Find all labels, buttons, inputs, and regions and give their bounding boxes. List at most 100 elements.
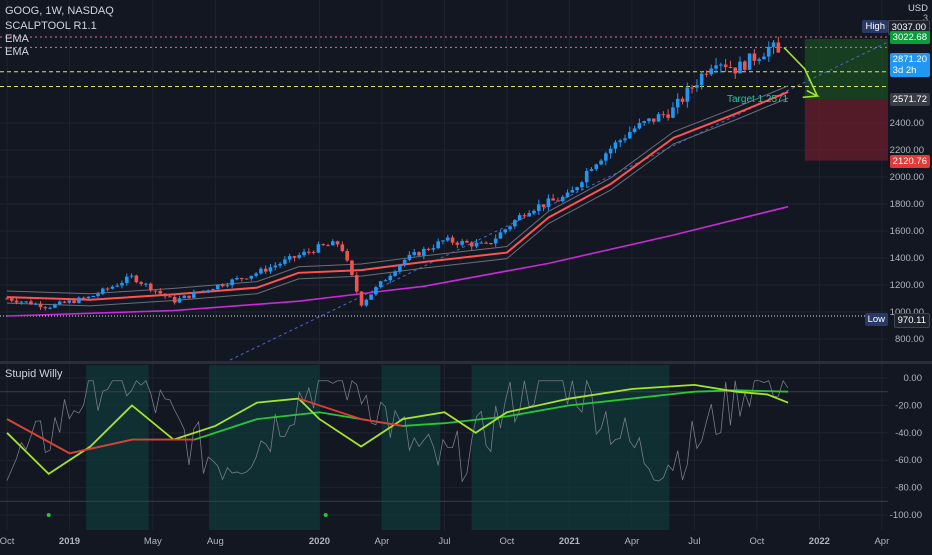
candle-body: [551, 198, 555, 201]
candle-body: [263, 268, 268, 272]
current-price-tag: 2871.20 3d 2h: [889, 53, 930, 77]
candle-body: [38, 303, 43, 308]
candle-body: [393, 271, 397, 276]
candle-body: [239, 278, 244, 280]
ema-band-upper: [6, 85, 789, 295]
candle-body: [374, 287, 378, 295]
stop-loss-zone: [804, 99, 888, 161]
candle-body: [172, 296, 177, 303]
candle-body: [628, 131, 632, 139]
candle-body: [666, 114, 670, 118]
indicator-ema-label-2[interactable]: EMA: [5, 46, 29, 58]
candle-body: [278, 263, 282, 266]
price-axis-tick: 1400.00: [890, 253, 924, 264]
candle-body: [158, 290, 163, 294]
candle-body: [81, 297, 86, 299]
candle-body: [474, 242, 479, 247]
candle-body: [230, 279, 234, 286]
candle-body: [747, 53, 752, 70]
candle-body: [182, 295, 187, 299]
candle-body: [215, 284, 220, 290]
candle-body: [19, 301, 24, 303]
time-axis-tick: Oct: [500, 536, 515, 547]
candle-body: [335, 241, 340, 245]
indicator-scalptool-label[interactable]: SCALPTOOL R1.1: [5, 20, 97, 32]
time-axis-tick: Apr: [375, 536, 390, 547]
time-axis-tick: Apr: [625, 536, 640, 547]
low-value-tag: 970.11: [893, 313, 930, 328]
price-axis-tick: 1000.00: [890, 307, 924, 318]
candle-body: [273, 265, 278, 268]
candle-body: [383, 280, 388, 282]
candle-body: [153, 290, 158, 292]
candle-body: [560, 196, 565, 202]
candle-body: [259, 268, 263, 274]
candle-body: [14, 300, 19, 303]
candle-body: [738, 61, 742, 74]
candle-body: [623, 138, 627, 141]
candle-body: [412, 252, 417, 255]
candle-body: [575, 187, 579, 191]
candle-body: [283, 259, 287, 264]
time-axis-tick: Apr: [874, 536, 889, 547]
candle-body: [695, 84, 699, 88]
candle-body: [532, 210, 536, 214]
candle-body: [354, 275, 359, 292]
candle-body: [33, 303, 38, 305]
candle-body: [321, 244, 325, 246]
osc-axis-tick: 0.00: [904, 373, 923, 384]
candle-body: [637, 122, 642, 129]
indicator-ema-label-1[interactable]: EMA: [5, 33, 29, 45]
candle-body: [489, 243, 493, 245]
candle-body: [441, 240, 445, 242]
candle-body: [48, 307, 52, 309]
time-axis-tick: 2020: [309, 536, 330, 547]
candle-body: [771, 42, 776, 47]
trendline: [229, 41, 889, 361]
candle-body: [460, 240, 464, 245]
currency-label[interactable]: USD: [907, 3, 928, 14]
candle-body: [647, 118, 651, 122]
candle-body: [527, 213, 532, 217]
candle-body: [762, 56, 766, 60]
oscillator-title[interactable]: Stupid Willy: [5, 368, 63, 380]
candle-body: [330, 241, 335, 246]
candle-body: [148, 283, 153, 291]
candle-body: [426, 248, 431, 250]
candle-body: [594, 164, 599, 170]
price-axis-tick: 2000.00: [890, 172, 924, 183]
candle-body: [719, 64, 723, 66]
time-axis-tick: 2021: [559, 536, 581, 547]
candle-body: [752, 53, 757, 61]
time-axis-tick: 2022: [809, 536, 830, 547]
osc-bull-region: [381, 365, 441, 530]
candle-body: [455, 242, 460, 245]
candle-body: [484, 242, 488, 244]
stop-price-tag: 2120.76: [889, 155, 930, 168]
low-marker-label: Low: [864, 313, 888, 326]
candle-body: [685, 87, 690, 102]
pane-separator: [0, 361, 932, 364]
candle-body: [508, 226, 512, 230]
candle-body: [493, 238, 498, 244]
candle-body: [77, 297, 81, 303]
candle-body: [235, 278, 239, 280]
candle-body: [67, 300, 72, 303]
candle-body: [546, 198, 551, 208]
osc-buy-dot: [323, 513, 328, 517]
candle-body: [742, 61, 747, 70]
candle-body: [445, 237, 450, 241]
candle-body: [211, 289, 215, 291]
candle-body: [589, 169, 594, 171]
candle-body: [163, 293, 167, 297]
candle-body: [364, 299, 369, 306]
symbol-title[interactable]: GOOG, 1W, NASDAQ: [5, 5, 114, 17]
osc-red-segment: [298, 397, 403, 427]
candle-body: [498, 232, 503, 239]
target-arrow: [783, 46, 819, 97]
candle-body: [144, 283, 148, 285]
candle-body: [465, 240, 469, 243]
candle-body: [388, 275, 393, 281]
